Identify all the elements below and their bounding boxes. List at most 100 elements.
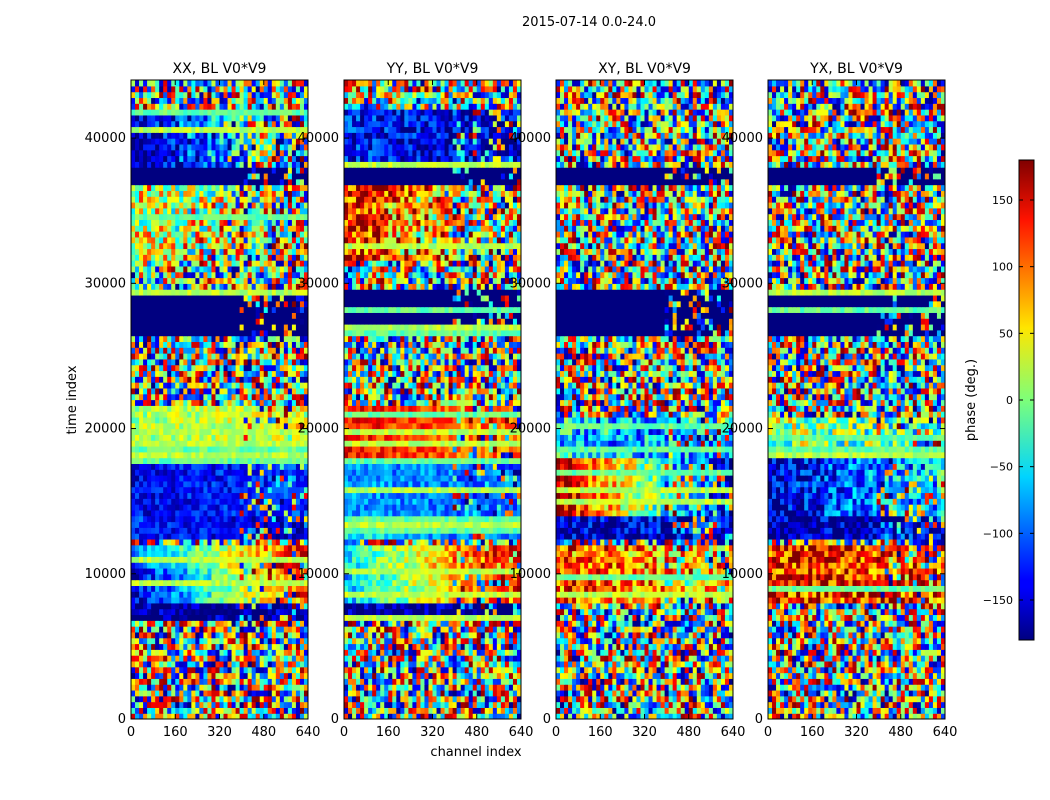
heatmap-cell xyxy=(131,271,136,279)
heatmap-cell xyxy=(516,707,521,714)
heatmap-cell xyxy=(147,300,152,308)
heatmap-cell xyxy=(247,701,253,708)
heatmap-cell xyxy=(259,323,265,331)
heatmap-cell xyxy=(171,329,176,337)
heatmap-cell xyxy=(352,713,357,719)
heatmap-cell xyxy=(131,213,136,221)
heatmap-cell xyxy=(155,672,160,679)
heatmap-cell xyxy=(303,533,308,540)
heatmap-cell xyxy=(299,521,305,528)
heatmap-cell xyxy=(147,341,152,348)
heatmap-cell xyxy=(287,132,293,139)
heatmap-cell xyxy=(171,190,176,197)
heatmap-cell xyxy=(203,521,209,528)
heatmap-cell xyxy=(255,155,261,162)
heatmap-cell xyxy=(263,666,269,674)
heatmap-cell xyxy=(283,457,289,464)
heatmap-cell xyxy=(400,707,405,714)
heatmap-cell xyxy=(247,509,253,517)
heatmap-cell xyxy=(223,660,229,668)
heatmap-cell xyxy=(223,701,229,708)
heatmap-cell xyxy=(295,515,301,523)
heatmap-cell xyxy=(167,242,172,250)
heatmap-cell xyxy=(131,486,136,494)
heatmap-cell xyxy=(227,190,233,197)
heatmap-cell xyxy=(151,707,156,714)
heatmap-cell xyxy=(283,347,289,354)
heatmap-cell xyxy=(227,271,233,279)
heatmap-cell xyxy=(247,620,253,627)
heatmap-cell xyxy=(171,492,176,499)
heatmap-cell xyxy=(283,231,289,238)
heatmap-cell xyxy=(167,579,172,586)
heatmap-cell xyxy=(303,544,308,552)
heatmap-cell xyxy=(191,196,196,203)
heatmap-cell xyxy=(424,713,430,719)
heatmap-cell xyxy=(247,684,253,691)
heatmap-cell xyxy=(219,620,225,627)
heatmap-cell xyxy=(175,533,180,540)
heatmap-cell xyxy=(207,672,213,679)
heatmap-cell xyxy=(251,376,257,383)
heatmap-cell xyxy=(267,358,273,366)
heatmap-cell xyxy=(283,620,289,627)
heatmap-cell xyxy=(219,323,225,331)
heatmap-cell xyxy=(195,283,200,290)
heatmap-cell xyxy=(219,260,225,267)
heatmap-cell xyxy=(143,544,148,552)
heatmap-cell xyxy=(179,655,184,662)
heatmap-cell xyxy=(215,155,221,162)
heatmap-cell xyxy=(287,475,293,482)
heatmap-cell xyxy=(171,411,176,418)
heatmap-cell xyxy=(187,655,192,662)
heatmap-cell xyxy=(255,323,261,331)
heatmap-cell xyxy=(295,562,301,569)
heatmap-cell xyxy=(167,97,172,104)
heatmap-cell xyxy=(139,341,144,348)
heatmap-cell xyxy=(155,312,160,319)
heatmap-cell xyxy=(139,492,144,499)
heatmap-cell xyxy=(187,370,192,377)
heatmap-cell xyxy=(139,277,144,284)
heatmap-cell xyxy=(231,341,237,348)
heatmap-cell xyxy=(267,515,273,523)
heatmap-cell xyxy=(143,689,148,697)
heatmap-cell xyxy=(195,631,200,639)
heatmap-cell xyxy=(287,480,293,488)
heatmap-cell xyxy=(275,649,281,656)
heatmap-cell xyxy=(400,701,405,708)
heatmap-cell xyxy=(267,649,273,656)
heatmap-cell xyxy=(263,271,269,279)
heatmap-cell xyxy=(151,138,156,145)
heatmap-cell xyxy=(259,91,265,99)
heatmap-cell xyxy=(267,196,273,203)
heatmap-cell xyxy=(199,289,205,296)
heatmap-cell xyxy=(287,376,293,383)
heatmap-cell xyxy=(231,190,237,197)
heatmap-cell xyxy=(143,649,148,656)
heatmap-cell xyxy=(183,504,188,511)
heatmap-cell xyxy=(191,643,196,650)
heatmap-cell xyxy=(259,480,265,488)
heatmap-cell xyxy=(163,434,168,441)
heatmap-cell xyxy=(163,376,168,383)
heatmap-cell xyxy=(147,399,152,406)
heatmap-cell xyxy=(287,393,293,401)
heatmap-cell xyxy=(251,451,257,459)
heatmap-cell xyxy=(360,701,365,708)
heatmap-cell xyxy=(231,684,237,691)
heatmap-cell xyxy=(235,701,241,708)
heatmap-cell xyxy=(187,172,192,180)
heatmap-cell xyxy=(251,260,257,267)
heatmap-cell xyxy=(424,701,430,708)
heatmap-cell xyxy=(247,556,253,563)
heatmap-cell xyxy=(299,637,305,645)
heatmap-cell xyxy=(175,196,180,203)
heatmap-cell xyxy=(239,434,245,441)
heatmap-cell xyxy=(167,486,172,494)
heatmap-cell xyxy=(175,416,180,424)
heatmap-cell xyxy=(159,294,164,302)
heatmap-cell xyxy=(135,585,140,592)
heatmap-cell xyxy=(207,184,213,191)
heatmap-cell xyxy=(223,376,229,383)
